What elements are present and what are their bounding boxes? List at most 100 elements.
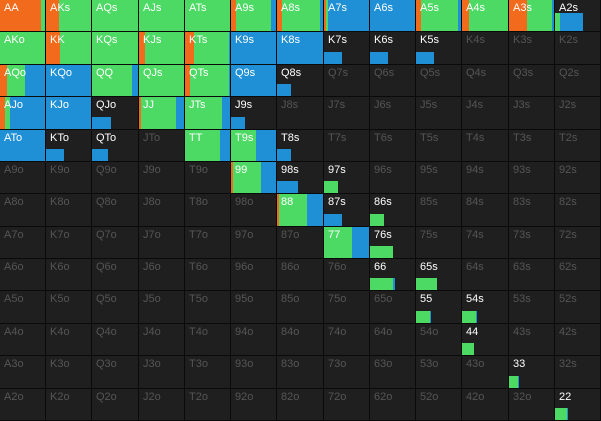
hand-cell[interactable]: 95o xyxy=(231,291,277,324)
hand-cell[interactable]: T9o xyxy=(185,162,231,194)
hand-cell[interactable]: 82s xyxy=(555,194,601,227)
hand-cell[interactable]: T8s xyxy=(277,130,324,162)
hand-cell[interactable]: 55 xyxy=(416,291,462,324)
hand-cell[interactable]: 75o xyxy=(324,291,370,324)
hand-cell[interactable]: 92s xyxy=(555,162,601,194)
hand-cell[interactable]: A8s xyxy=(277,0,324,32)
hand-cell[interactable]: 97s xyxy=(324,162,370,194)
hand-cell[interactable]: J8o xyxy=(139,194,185,227)
hand-cell[interactable]: 82o xyxy=(277,389,324,421)
hand-cell[interactable]: 86o xyxy=(277,259,324,291)
hand-cell[interactable]: K5o xyxy=(46,291,92,324)
hand-cell[interactable]: 97o xyxy=(231,227,277,259)
hand-cell[interactable]: K2s xyxy=(555,32,601,65)
hand-cell[interactable]: QQ xyxy=(92,65,139,97)
hand-cell[interactable]: 53s xyxy=(509,291,555,324)
hand-cell[interactable]: 54o xyxy=(416,324,462,356)
hand-cell[interactable]: J9o xyxy=(139,162,185,194)
hand-cell[interactable]: A5o xyxy=(0,291,46,324)
hand-cell[interactable]: T4s xyxy=(462,130,509,162)
hand-cell[interactable]: A3s xyxy=(509,0,555,32)
hand-cell[interactable]: K9o xyxy=(46,162,92,194)
hand-cell[interactable]: Q9s xyxy=(231,65,277,97)
hand-cell[interactable]: 64s xyxy=(462,259,509,291)
hand-cell[interactable]: 93s xyxy=(509,162,555,194)
hand-cell[interactable]: K7o xyxy=(46,227,92,259)
hand-cell[interactable]: 66 xyxy=(370,259,416,291)
hand-cell[interactable]: A4s xyxy=(462,0,509,32)
hand-cell[interactable]: AKo xyxy=(0,32,46,65)
hand-cell[interactable]: Q4o xyxy=(92,324,139,356)
hand-cell[interactable]: QTs xyxy=(185,65,231,97)
hand-cell[interactable]: J2o xyxy=(139,389,185,421)
hand-cell[interactable]: T5s xyxy=(416,130,462,162)
hand-cell[interactable]: J3s xyxy=(509,97,555,130)
hand-cell[interactable]: J7o xyxy=(139,227,185,259)
hand-cell[interactable]: JTo xyxy=(139,130,185,162)
hand-cell[interactable]: Q8o xyxy=(92,194,139,227)
hand-cell[interactable]: 32o xyxy=(509,389,555,421)
hand-cell[interactable]: Q7o xyxy=(92,227,139,259)
hand-cell[interactable]: 87s xyxy=(324,194,370,227)
hand-cell[interactable]: AA xyxy=(0,0,46,32)
hand-cell[interactable]: 33 xyxy=(509,356,555,389)
hand-cell[interactable]: AJs xyxy=(139,0,185,32)
hand-cell[interactable]: T7o xyxy=(185,227,231,259)
hand-cell[interactable]: 83o xyxy=(277,356,324,389)
hand-cell[interactable]: Q2o xyxy=(92,389,139,421)
hand-cell[interactable]: J5o xyxy=(139,291,185,324)
hand-cell[interactable]: 53o xyxy=(416,356,462,389)
hand-cell[interactable]: A2o xyxy=(0,389,46,421)
hand-cell[interactable]: K8s xyxy=(277,32,324,65)
hand-cell[interactable]: 43s xyxy=(509,324,555,356)
hand-cell[interactable]: 72s xyxy=(555,227,601,259)
hand-cell[interactable]: 98o xyxy=(231,194,277,227)
hand-cell[interactable]: K9s xyxy=(231,32,277,65)
hand-cell[interactable]: 96o xyxy=(231,259,277,291)
hand-cell[interactable]: K7s xyxy=(324,32,370,65)
hand-cell[interactable]: 76s xyxy=(370,227,416,259)
hand-cell[interactable]: 32s xyxy=(555,356,601,389)
hand-cell[interactable]: 73s xyxy=(509,227,555,259)
hand-cell[interactable]: Q3o xyxy=(92,356,139,389)
hand-cell[interactable]: QJs xyxy=(139,65,185,97)
hand-cell[interactable]: 63s xyxy=(509,259,555,291)
hand-cell[interactable]: 94o xyxy=(231,324,277,356)
hand-cell[interactable]: T2o xyxy=(185,389,231,421)
hand-cell[interactable]: A9s xyxy=(231,0,277,32)
hand-cell[interactable]: T8o xyxy=(185,194,231,227)
hand-cell[interactable]: T6s xyxy=(370,130,416,162)
hand-cell[interactable]: T3o xyxy=(185,356,231,389)
hand-cell[interactable]: JTs xyxy=(185,97,231,130)
hand-cell[interactable]: 84o xyxy=(277,324,324,356)
hand-cell[interactable]: T7s xyxy=(324,130,370,162)
hand-cell[interactable]: 93o xyxy=(231,356,277,389)
hand-cell[interactable]: 99 xyxy=(231,162,277,194)
hand-cell[interactable]: KJs xyxy=(139,32,185,65)
hand-cell[interactable]: J8s xyxy=(277,97,324,130)
hand-cell[interactable]: 77 xyxy=(324,227,370,259)
hand-cell[interactable]: ATo xyxy=(0,130,46,162)
hand-cell[interactable]: A4o xyxy=(0,324,46,356)
hand-cell[interactable]: 94s xyxy=(462,162,509,194)
hand-cell[interactable]: J6s xyxy=(370,97,416,130)
hand-cell[interactable]: A6s xyxy=(370,0,416,32)
hand-cell[interactable]: KQo xyxy=(46,65,92,97)
hand-cell[interactable]: Q6o xyxy=(92,259,139,291)
hand-cell[interactable]: K3o xyxy=(46,356,92,389)
hand-cell[interactable]: 64o xyxy=(370,324,416,356)
hand-cell[interactable]: KTo xyxy=(46,130,92,162)
hand-cell[interactable]: 65s xyxy=(416,259,462,291)
hand-cell[interactable]: A2s xyxy=(555,0,601,32)
hand-cell[interactable]: KTs xyxy=(185,32,231,65)
hand-cell[interactable]: K3s xyxy=(509,32,555,65)
hand-cell[interactable]: 52o xyxy=(416,389,462,421)
hand-cell[interactable]: ATs xyxy=(185,0,231,32)
hand-cell[interactable]: 42s xyxy=(555,324,601,356)
hand-cell[interactable]: A6o xyxy=(0,259,46,291)
hand-cell[interactable]: T9s xyxy=(231,130,277,162)
hand-cell[interactable]: K6s xyxy=(370,32,416,65)
hand-cell[interactable]: K6o xyxy=(46,259,92,291)
hand-cell[interactable]: QJo xyxy=(92,97,139,130)
hand-cell[interactable]: 62s xyxy=(555,259,601,291)
